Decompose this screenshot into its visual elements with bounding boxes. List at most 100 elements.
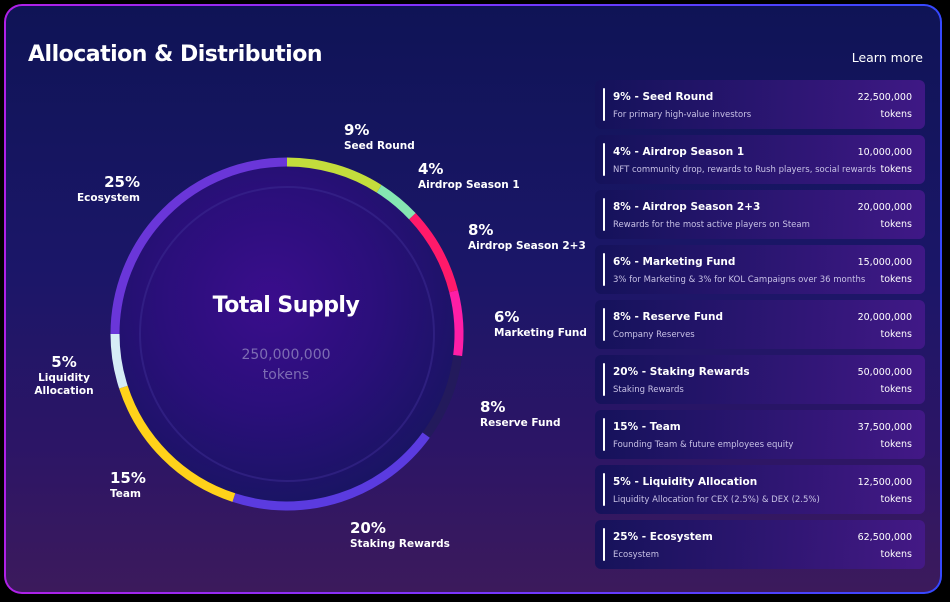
label-staking-rewards: 20% Staking Rewards [350, 519, 450, 550]
allocation-list: 9% - Seed Round For primary high-value in… [595, 80, 925, 575]
card-amount: 20,000,000 [857, 202, 912, 213]
card-title: 15% - Team [613, 421, 681, 433]
label-seed-round: 9% Seed Round [344, 121, 415, 152]
card-amount: 15,000,000 [857, 257, 912, 268]
label-pct: 5% [51, 353, 77, 371]
total-supply-title: Total Supply [212, 293, 360, 318]
card-title: 25% - Ecosystem [613, 531, 713, 543]
card-accent-bar [603, 363, 605, 396]
card-accent-bar [603, 308, 605, 341]
card-description: Founding Team & future employees equity [613, 440, 794, 450]
label-name: Airdrop Season 1 [418, 179, 520, 191]
card-description: For primary high-value investors [613, 110, 752, 120]
label-reserve-fund: 8% Reserve Fund [480, 398, 561, 429]
frame: Allocation & Distribution Learn more Tot… [4, 4, 942, 594]
page-title: Allocation & Distribution [28, 42, 323, 67]
allocation-card: 9% - Seed Round For primary high-value in… [595, 80, 925, 129]
total-supply-value: 250,000,000 [241, 347, 331, 363]
card-description: Ecosystem [613, 550, 659, 560]
card-unit: tokens [880, 274, 912, 285]
card-title: 4% - Airdrop Season 1 [613, 146, 745, 158]
card-amount: 50,000,000 [857, 367, 912, 378]
card-unit: tokens [880, 164, 912, 175]
card-title: 5% - Liquidity Allocation [613, 476, 758, 488]
card-title: 8% - Reserve Fund [613, 311, 723, 323]
donut-inner-ring [139, 186, 435, 482]
label-ecosystem: 25% Ecosystem [66, 173, 140, 204]
card-accent-bar [603, 528, 605, 561]
label-team: 15% Team [110, 469, 146, 500]
total-supply-amount: 250,000,000 tokens [166, 345, 406, 385]
card-amount: 20,000,000 [857, 312, 912, 323]
label-name: Team [110, 488, 141, 500]
allocation-card: 15% - Team Founding Team & future employe… [595, 410, 925, 459]
slice-ecosystem [110, 157, 288, 335]
card-unit: tokens [880, 439, 912, 450]
total-supply-unit: tokens [262, 367, 310, 383]
card-unit: tokens [880, 329, 912, 340]
label-name-line1: Liquidity [38, 372, 90, 384]
panel: Allocation & Distribution Learn more Tot… [6, 6, 940, 592]
card-accent-bar [603, 418, 605, 451]
card-amount: 10,000,000 [857, 147, 912, 158]
label-name: Marketing Fund [494, 327, 587, 339]
label-pct: 9% [344, 121, 370, 139]
slice-seed-round [286, 157, 382, 193]
allocation-card: 8% - Airdrop Season 2+3 Rewards for the m… [595, 190, 925, 239]
slice-reserve-fund [422, 354, 463, 438]
label-airdrop-season-1: 4% Airdrop Season 1 [418, 160, 520, 191]
label-name: Ecosystem [76, 192, 140, 204]
donut-disc [118, 165, 456, 503]
card-unit: tokens [880, 219, 912, 230]
card-unit: tokens [880, 109, 912, 120]
card-accent-bar [603, 198, 605, 231]
card-accent-bar [603, 253, 605, 286]
allocation-card: 25% - Ecosystem Ecosystem 62,500,000 tokens [595, 520, 925, 569]
card-description: Company Reserves [613, 330, 695, 340]
donut-chart [110, 157, 464, 511]
label-pct: 25% [104, 173, 140, 191]
card-amount: 62,500,000 [857, 532, 912, 543]
label-pct: 20% [350, 519, 386, 537]
label-pct: 8% [468, 221, 494, 239]
card-accent-bar [603, 88, 605, 121]
label-liquidity-allocation: 5% Liquidity Allocation [34, 353, 94, 397]
card-title: 6% - Marketing Fund [613, 256, 736, 268]
card-title: 8% - Airdrop Season 2+3 [613, 201, 761, 213]
label-name-line2: Allocation [34, 385, 94, 397]
card-accent-bar [603, 143, 605, 176]
label-name: Airdrop Season 2+3 [468, 240, 586, 252]
label-name: Staking Rewards [350, 538, 450, 550]
label-pct: 15% [110, 469, 146, 487]
label-pct: 8% [480, 398, 506, 416]
card-accent-bar [603, 473, 605, 506]
allocation-card: 8% - Reserve Fund Company Reserves 20,000,… [595, 300, 925, 349]
slice-team [119, 385, 236, 502]
card-amount: 22,500,000 [857, 92, 912, 103]
label-pct: 4% [418, 160, 444, 178]
card-amount: 37,500,000 [857, 422, 912, 433]
slice-airdrop-season-1 [376, 184, 416, 220]
learn-more-link[interactable]: Learn more [851, 50, 923, 65]
allocation-card: 5% - Liquidity Allocation Liquidity Alloc… [595, 465, 925, 514]
card-description: Rewards for the most active players on S… [613, 220, 810, 230]
card-description: 3% for Marketing & 3% for KOL Campaigns … [613, 275, 866, 285]
card-description: Liquidity Allocation for CEX (2.5%) & DE… [613, 495, 820, 505]
slice-liquidity-allocation [110, 333, 128, 389]
allocation-card: 20% - Staking Rewards Staking Rewards 50,0… [595, 355, 925, 404]
label-airdrop-season-2-3: 8% Airdrop Season 2+3 [468, 221, 586, 252]
card-unit: tokens [880, 549, 912, 560]
card-unit: tokens [880, 494, 912, 505]
slice-staking-rewards [232, 432, 430, 511]
card-title: 20% - Staking Rewards [613, 366, 750, 378]
label-marketing-fund: 6% Marketing Fund [494, 308, 587, 339]
label-pct: 6% [494, 308, 520, 326]
card-unit: tokens [880, 384, 912, 395]
slice-marketing-fund [449, 290, 464, 357]
card-amount: 12,500,000 [857, 477, 912, 488]
allocation-card: 6% - Marketing Fund 3% for Marketing & 3%… [595, 245, 925, 294]
label-name: Reserve Fund [480, 417, 561, 429]
label-name: Seed Round [344, 140, 415, 152]
card-description: Staking Rewards [613, 385, 684, 395]
slice-airdrop-season-2-3 [409, 213, 458, 293]
